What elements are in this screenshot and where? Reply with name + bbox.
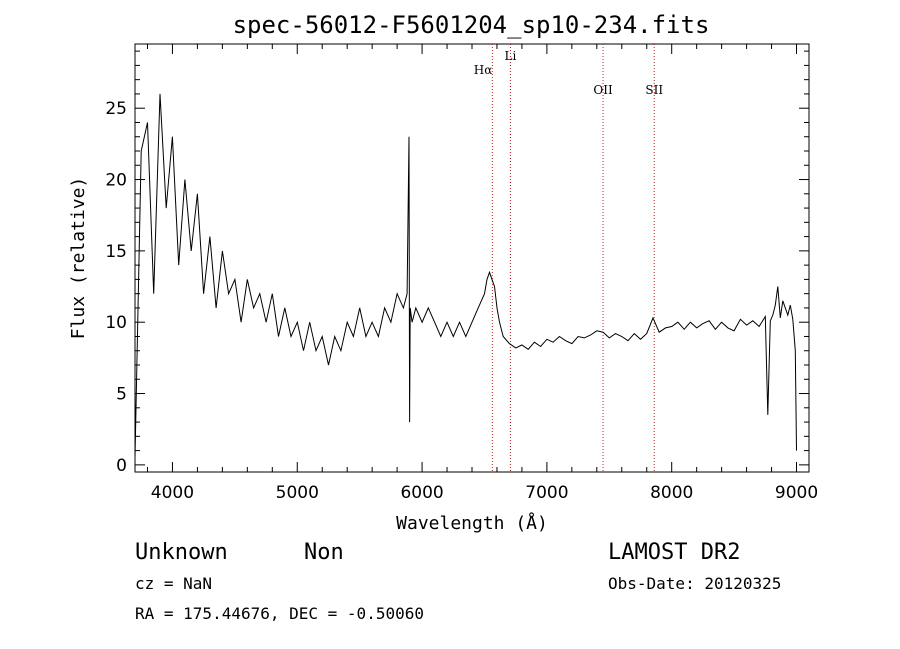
object-class: Unknown xyxy=(135,540,228,565)
axis-ticks: 4000 5000 6000 7000 8000 9000 0 5 10 15 20 25 xyxy=(105,44,818,503)
x-tick-label: 9000 xyxy=(775,483,818,503)
plot-frame xyxy=(134,43,810,473)
y-tick-label: 25 xyxy=(105,99,127,119)
redshift-text: cz = NaN xyxy=(135,574,212,593)
y-tick-label: 20 xyxy=(105,171,127,191)
x-tick-label: 4000 xyxy=(151,483,194,503)
x-tick-label: 6000 xyxy=(400,483,443,503)
spectral-line-label: SII xyxy=(645,83,663,97)
y-tick-label: 5 xyxy=(116,385,127,405)
y-axis-label: Flux (relative) xyxy=(68,177,89,340)
spectral-line-markers: Hα Li OII SII xyxy=(474,44,663,472)
obs-date-text: Obs-Date: 20120325 xyxy=(608,574,781,593)
x-axis-label: Wavelength (Å) xyxy=(396,512,548,534)
survey-label: LAMOST DR2 xyxy=(608,540,740,565)
spectrum-line xyxy=(134,93,797,458)
y-tick-label: 10 xyxy=(105,313,127,333)
spectral-line-label: Hα xyxy=(474,63,493,77)
y-tick-label: 0 xyxy=(116,456,127,476)
y-tick-label: 15 xyxy=(105,242,127,262)
object-subclass: Non xyxy=(304,540,344,565)
spectral-line-label: Li xyxy=(505,49,517,63)
x-tick-label: 8000 xyxy=(650,483,693,503)
coordinates-text: RA = 175.44676, DEC = -0.50060 xyxy=(135,604,424,623)
spectral-line-label: OII xyxy=(593,83,613,97)
x-tick-label: 7000 xyxy=(525,483,568,503)
x-tick-label: 5000 xyxy=(276,483,319,503)
chart-title: spec-56012-F5601204_sp10-234.fits xyxy=(233,11,710,39)
